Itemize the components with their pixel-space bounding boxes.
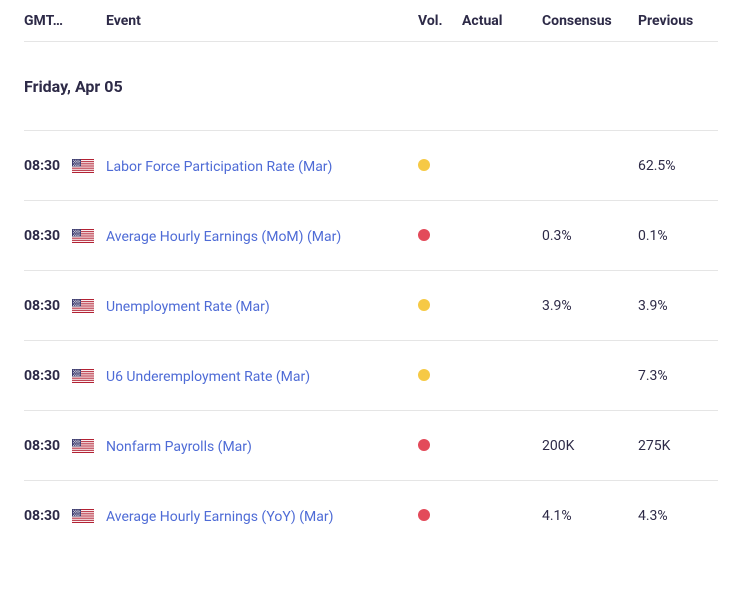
flag-us-icon bbox=[72, 229, 94, 243]
volatility-dot-icon bbox=[418, 229, 430, 241]
vol-cell bbox=[418, 436, 462, 455]
table-row: 08:30 Average Hourly Earnings (YoY) (Mar… bbox=[24, 480, 718, 550]
col-time: GMT… bbox=[24, 13, 72, 29]
col-vol: Vol. bbox=[418, 13, 462, 29]
vol-cell bbox=[418, 506, 462, 525]
vol-cell bbox=[418, 226, 462, 245]
table-row: 08:30 Nonfarm Payrolls (Mar) 200K275K bbox=[24, 410, 718, 480]
event-cell: Unemployment Rate (Mar) bbox=[106, 296, 418, 315]
table-row: 08:30 U6 Underemployment Rate (Mar) 7.3% bbox=[24, 340, 718, 410]
country-flag bbox=[72, 509, 94, 523]
country-flag bbox=[72, 159, 94, 173]
table-row: 08:30 Average Hourly Earnings (MoM) (Mar… bbox=[24, 200, 718, 270]
previous-cell: 0.1% bbox=[638, 228, 718, 244]
time-cell: 08:30 bbox=[24, 298, 72, 314]
time-cell: 08:30 bbox=[24, 158, 72, 174]
event-link[interactable]: Nonfarm Payrolls (Mar) bbox=[106, 439, 252, 455]
event-cell: U6 Underemployment Rate (Mar) bbox=[106, 366, 418, 385]
day-header: Friday, Apr 05 bbox=[24, 42, 718, 130]
volatility-dot-icon bbox=[418, 509, 430, 521]
country-flag bbox=[72, 299, 94, 313]
event-cell: Nonfarm Payrolls (Mar) bbox=[106, 436, 418, 455]
previous-cell: 4.3% bbox=[638, 508, 718, 524]
event-link[interactable]: Labor Force Participation Rate (Mar) bbox=[106, 159, 332, 175]
time-cell: 08:30 bbox=[24, 228, 72, 244]
flag-us-icon bbox=[72, 299, 94, 313]
volatility-dot-icon bbox=[418, 159, 430, 171]
vol-cell bbox=[418, 156, 462, 175]
country-flag bbox=[72, 439, 94, 453]
economic-calendar: GMT… Event Vol. Actual Consensus Previou… bbox=[0, 0, 742, 550]
volatility-dot-icon bbox=[418, 299, 430, 311]
event-cell: Labor Force Participation Rate (Mar) bbox=[106, 156, 418, 175]
previous-cell: 3.9% bbox=[638, 298, 718, 314]
col-consensus: Consensus bbox=[542, 13, 638, 29]
country-flag bbox=[72, 369, 94, 383]
consensus-cell: 4.1% bbox=[542, 508, 638, 524]
event-link[interactable]: Average Hourly Earnings (YoY) (Mar) bbox=[106, 509, 333, 525]
flag-us-icon bbox=[72, 509, 94, 523]
table-row: 08:30 Labor Force Participation Rate (Ma… bbox=[24, 130, 718, 200]
col-event: Event bbox=[106, 13, 418, 29]
volatility-dot-icon bbox=[418, 369, 430, 381]
event-link[interactable]: Unemployment Rate (Mar) bbox=[106, 299, 270, 315]
vol-cell bbox=[418, 296, 462, 315]
previous-cell: 62.5% bbox=[638, 158, 718, 174]
consensus-cell: 3.9% bbox=[542, 298, 638, 314]
previous-cell: 275K bbox=[638, 438, 718, 454]
col-previous: Previous bbox=[638, 13, 718, 29]
flag-us-icon bbox=[72, 369, 94, 383]
vol-cell bbox=[418, 366, 462, 385]
flag-us-icon bbox=[72, 439, 94, 453]
event-cell: Average Hourly Earnings (YoY) (Mar) bbox=[106, 506, 418, 525]
event-link[interactable]: Average Hourly Earnings (MoM) (Mar) bbox=[106, 229, 341, 245]
event-cell: Average Hourly Earnings (MoM) (Mar) bbox=[106, 226, 418, 245]
table-row: 08:30 Unemployment Rate (Mar) 3.9%3.9% bbox=[24, 270, 718, 340]
volatility-dot-icon bbox=[418, 439, 430, 451]
consensus-cell: 0.3% bbox=[542, 228, 638, 244]
col-actual: Actual bbox=[462, 13, 542, 29]
time-cell: 08:30 bbox=[24, 508, 72, 524]
time-cell: 08:30 bbox=[24, 438, 72, 454]
time-cell: 08:30 bbox=[24, 368, 72, 384]
previous-cell: 7.3% bbox=[638, 368, 718, 384]
event-link[interactable]: U6 Underemployment Rate (Mar) bbox=[106, 369, 310, 385]
flag-us-icon bbox=[72, 159, 94, 173]
table-header: GMT… Event Vol. Actual Consensus Previou… bbox=[24, 0, 718, 42]
consensus-cell: 200K bbox=[542, 438, 638, 454]
country-flag bbox=[72, 229, 94, 243]
